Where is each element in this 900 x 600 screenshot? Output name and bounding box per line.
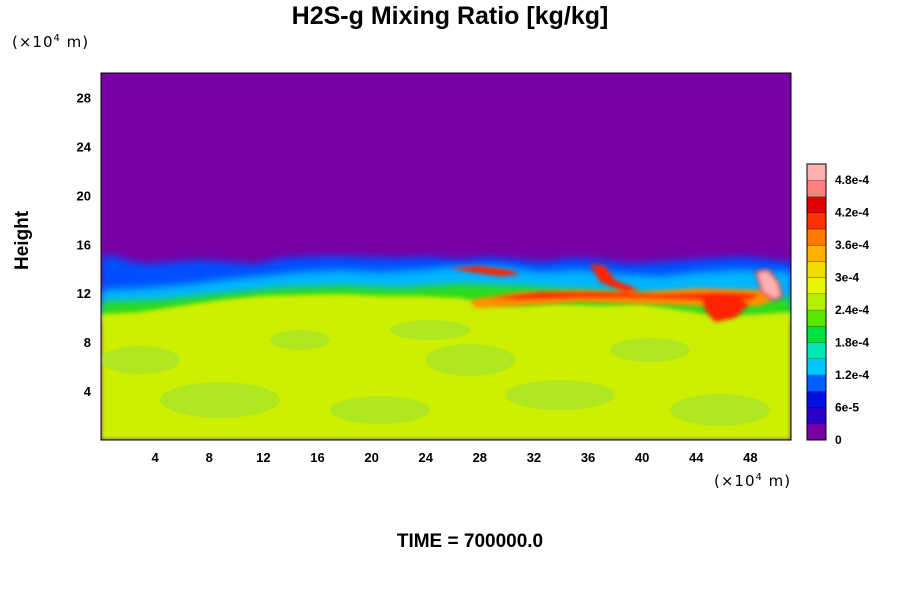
x-tick-label: 40 (635, 450, 649, 465)
high-concentration-streaks (450, 264, 784, 322)
x-tick-label: 36 (581, 450, 595, 465)
chart-title: H2S-g Mixing Ratio [kg/kg] (291, 2, 609, 30)
y-tick-label: 12 (77, 286, 91, 301)
x-tick-label: 28 (473, 450, 487, 465)
x-tick-label: 32 (527, 450, 541, 465)
y-tick-label: 24 (77, 139, 92, 154)
colorbar-tick-label: 1.8e-4 (835, 336, 869, 350)
colorbar-tick-label: 0 (835, 433, 842, 447)
colorbar-segment (807, 326, 826, 344)
colorbar-segment (807, 277, 826, 295)
colorbar: 0 6e-5 1.2e-4 1.8e-4 2.4e-4 3e-4 3.6e-4 4.2e-4 4… (806, 163, 869, 447)
plot-frame (100, 72, 792, 441)
x-tick-label: 44 (689, 450, 704, 465)
colorbar-segment (807, 293, 826, 311)
x-axis-ticks: 4 8 12 16 20 24 28 32 36 40 44 48 (152, 450, 758, 465)
colorbar-frame (806, 163, 827, 441)
x-tick-label: 4 (152, 450, 160, 465)
y-tick-label: 16 (77, 237, 91, 252)
x-tick-label: 48 (743, 450, 757, 465)
colorbar-tick-label: 4.2e-4 (835, 206, 869, 220)
colorbar-segment (807, 164, 826, 181)
y-tick-label: 8 (84, 335, 91, 350)
colorbar-segment (807, 180, 826, 197)
lower-layer-texture (101, 320, 770, 426)
colorbar-segment (807, 358, 826, 376)
x-tick-label: 20 (364, 450, 378, 465)
colorbar-segment (807, 391, 826, 409)
colorbar-tick-label: 6e-5 (835, 401, 859, 415)
time-label: TIME = 700000.0 (396, 531, 544, 552)
heatmap-field (101, 73, 791, 440)
x-tick-label: 24 (418, 450, 433, 465)
x-tick-label: 12 (256, 450, 270, 465)
colorbar-tick-label: 1.2e-4 (835, 368, 869, 382)
colorbar-segment (807, 310, 826, 327)
x-tick-label: 8 (206, 450, 213, 465)
y-axis-unit: (×104 m) (12, 33, 90, 51)
colorbar-segment (807, 375, 826, 392)
y-tick-label: 28 (77, 90, 91, 105)
colorbar-segment (807, 423, 826, 441)
colorbar-segment (807, 228, 826, 246)
colorbar-segment (807, 196, 826, 214)
colorbar-segment (807, 261, 826, 279)
colorbar-segment (807, 407, 826, 425)
colorbar-segment (807, 245, 826, 262)
colorbar-tick-label: 4.8e-4 (835, 173, 869, 187)
colorbar-segment (807, 342, 826, 360)
y-tick-label: 4 (84, 384, 92, 399)
x-axis-unit: (×104 m) (714, 472, 792, 490)
colorbar-tick-label: 3e-4 (835, 271, 859, 285)
y-axis-ticks: 4 8 12 16 20 24 28 (77, 90, 92, 399)
colorbar-tick-label: 3.6e-4 (835, 238, 869, 252)
y-tick-label: 20 (77, 188, 91, 203)
colorbar-segment (807, 212, 826, 230)
x-tick-label: 16 (310, 450, 324, 465)
colorbar-tick-label: 2.4e-4 (835, 303, 869, 317)
